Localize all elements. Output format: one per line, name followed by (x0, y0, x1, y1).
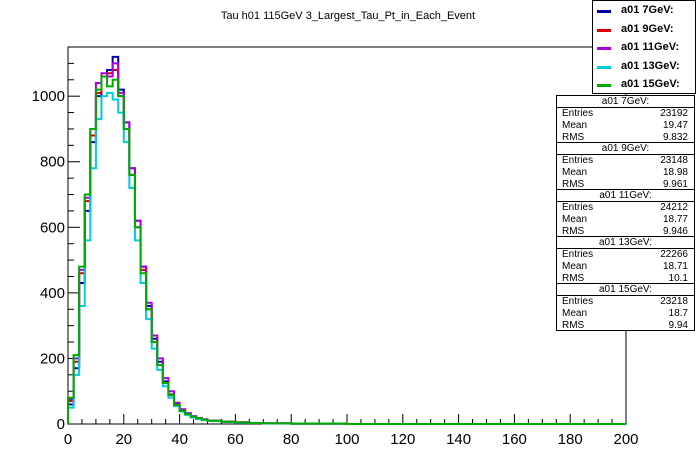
legend-entry: a01 7GeV: (593, 2, 695, 20)
stats-box-title: a01 11GeV: (557, 190, 694, 202)
chart-title: Tau h01 115GeV 3_Largest_Tau_Pt_in_Each_… (221, 10, 475, 22)
stats-key: Entries (562, 249, 594, 260)
x-tick-label: 120 (390, 431, 415, 448)
stats-value: 9.946 (662, 226, 688, 237)
stats-key: Entries (562, 108, 594, 119)
legend-entry: a01 11GeV: (593, 39, 695, 57)
legend-swatch (597, 65, 611, 69)
stats-box-title: a01 13GeV: (557, 237, 694, 249)
series-group (67, 55, 626, 425)
axes: 0 20 40 60 80 100 120 140 160 180 200 0 200 400 600 800… (32, 46, 639, 448)
stats-value: 23192 (660, 108, 688, 119)
stats-key: RMS (562, 320, 585, 331)
stats-key: Mean (562, 214, 588, 225)
stats-box-title: a01 7GeV: (557, 96, 694, 108)
plot-frame (67, 46, 627, 425)
stats-key: RMS (562, 132, 585, 143)
stats-row: Entries 22266 (562, 249, 688, 261)
y-tick-label: 1000 (32, 88, 65, 105)
legend-swatch (597, 28, 611, 32)
stats-key: Mean (562, 308, 588, 319)
stats-box: a01 9GeV: Entries 23148 Mean 18.98 RMS 9.961 (556, 142, 695, 190)
series-line-2 (67, 62, 626, 425)
stats-key: RMS (562, 179, 585, 190)
legend-swatch (597, 10, 611, 13)
stats-row: RMS 9.961 (562, 179, 688, 191)
stats-row: RMS 10.1 (562, 273, 688, 285)
legend-label: a01 9GeV: (621, 22, 674, 35)
stats-box: a01 11GeV: Entries 24212 Mean 18.77 RMS 9.946 (556, 189, 695, 237)
stats-key: Entries (562, 296, 594, 307)
stats-value: 18.98 (662, 167, 688, 178)
stats-key: Entries (562, 202, 594, 213)
y-tick-label: 0 (57, 416, 65, 433)
x-tick-label: 140 (446, 431, 471, 448)
stats-value: 18.71 (662, 261, 688, 272)
series-line-3 (67, 91, 626, 425)
stats-value: 10.1 (668, 273, 688, 284)
x-tick-label: 60 (227, 431, 244, 448)
legend-swatch (597, 47, 611, 50)
legend-label: a01 15GeV: (621, 78, 680, 90)
stats-value: 19.47 (662, 120, 688, 131)
stats-key: RMS (562, 273, 585, 284)
legend-swatch (597, 84, 611, 87)
stats-value: 9.832 (662, 132, 688, 143)
stats-row: RMS 9.94 (562, 320, 688, 332)
stats-box: a01 15GeV: Entries 23218 Mean 18.7 RMS 9.94 (556, 283, 695, 331)
stats-key: Entries (562, 155, 594, 166)
legend-label: a01 11GeV: (621, 41, 680, 53)
stats-row: Entries 23192 (562, 108, 688, 120)
x-tick-label: 160 (502, 431, 527, 448)
series-line-1 (67, 68, 626, 425)
y-tick-label: 600 (40, 219, 65, 236)
legend-entry: a01 13GeV: (593, 58, 695, 76)
x-tick-label: 0 (64, 431, 72, 448)
legend-entry: a01 9GeV: (593, 21, 695, 39)
stats-box-title: a01 15GeV: (557, 284, 694, 296)
stats-row: RMS 9.832 (562, 132, 688, 144)
legend-label: a01 13GeV: (621, 59, 680, 72)
stats-key: Mean (562, 167, 588, 178)
stats-value: 23218 (660, 296, 688, 307)
stats-box-title: a01 9GeV: (557, 143, 694, 155)
stats-row: Mean 19.47 (562, 120, 688, 132)
stats-row: Entries 24212 (562, 202, 688, 214)
x-tick-label: 80 (283, 431, 300, 448)
stats-value: 24212 (660, 202, 688, 213)
stats-box: a01 13GeV: Entries 22266 Mean 18.71 RMS 10.1 (556, 236, 695, 284)
stats-row: Entries 23148 (562, 155, 688, 167)
stats-row: Mean 18.77 (562, 214, 688, 226)
legend-entry: a01 15GeV: (593, 76, 695, 94)
y-tick-label: 200 (40, 350, 65, 367)
series-line-4 (67, 75, 626, 425)
stats-row: Mean 18.7 (562, 308, 688, 320)
stats-row: Entries 23218 (562, 296, 688, 308)
stats-key: Mean (562, 120, 588, 131)
legend-label: a01 7GeV: (621, 4, 674, 16)
stats-key: Mean (562, 261, 588, 272)
stats-value: 9.961 (662, 179, 688, 190)
x-tick-label: 180 (558, 431, 583, 448)
stats-value: 23148 (660, 155, 688, 166)
stats-row: RMS 9.946 (562, 226, 688, 238)
x-tick-label: 200 (613, 431, 638, 448)
stats-value: 18.7 (668, 308, 688, 319)
x-tick-label: 100 (334, 431, 359, 448)
legend: a01 7GeV: a01 9GeV: a01 11GeV: a01 13GeV: a0… (592, 0, 696, 94)
stats-value: 22266 (660, 249, 688, 260)
y-tick-label: 400 (40, 285, 65, 302)
stats-value: 9.94 (668, 320, 688, 331)
y-tick-label: 800 (40, 154, 65, 171)
x-tick-label: 20 (115, 431, 132, 448)
stats-box: a01 7GeV: Entries 23192 Mean 19.47 RMS 9.832 (556, 95, 695, 143)
stats-row: Mean 18.98 (562, 167, 688, 179)
stats-key: RMS (562, 226, 585, 237)
series-line-0 (67, 55, 626, 425)
x-tick-label: 40 (171, 431, 188, 448)
stats-row: Mean 18.71 (562, 261, 688, 273)
stats-value: 18.77 (662, 214, 688, 225)
